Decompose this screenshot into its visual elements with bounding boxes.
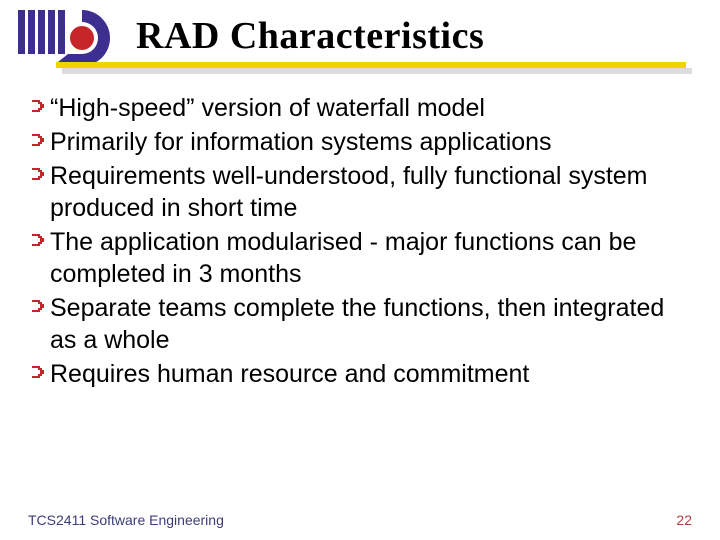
bullet-icon [28,164,48,190]
list-item: Separate teams complete the functions, t… [28,292,692,356]
bullet-text: “High-speed” version of waterfall model [50,92,692,124]
footer-left: TCS2411 Software Engineering [28,512,224,528]
list-item: The application modularised - major func… [28,226,692,290]
page-title: RAD Characteristics [18,14,702,58]
list-item: “High-speed” version of waterfall model [28,92,692,124]
bullet-text: Separate teams complete the functions, t… [50,292,692,356]
bullet-icon [28,296,48,322]
bullet-text: The application modularised - major func… [50,226,692,290]
list-item: Requires human resource and commitment [28,358,692,390]
bullet-icon [28,130,48,156]
slide: RAD Characteristics “High-speed” version… [0,0,720,540]
bullet-list: “High-speed” version of waterfall modelP… [0,76,720,390]
footer-page-number: 22 [676,512,692,528]
list-item: Requirements well-understood, fully func… [28,160,692,224]
bullet-text: Requires human resource and commitment [50,358,692,390]
list-item: Primarily for information systems applic… [28,126,692,158]
bullet-icon [28,230,48,256]
bullet-text: Requirements well-understood, fully func… [50,160,692,224]
title-underline [56,62,692,76]
footer: TCS2411 Software Engineering 22 [28,512,692,528]
bullet-text: Primarily for information systems applic… [50,126,692,158]
bullet-icon [28,96,48,122]
header: RAD Characteristics [0,0,720,76]
bullet-icon [28,362,48,388]
